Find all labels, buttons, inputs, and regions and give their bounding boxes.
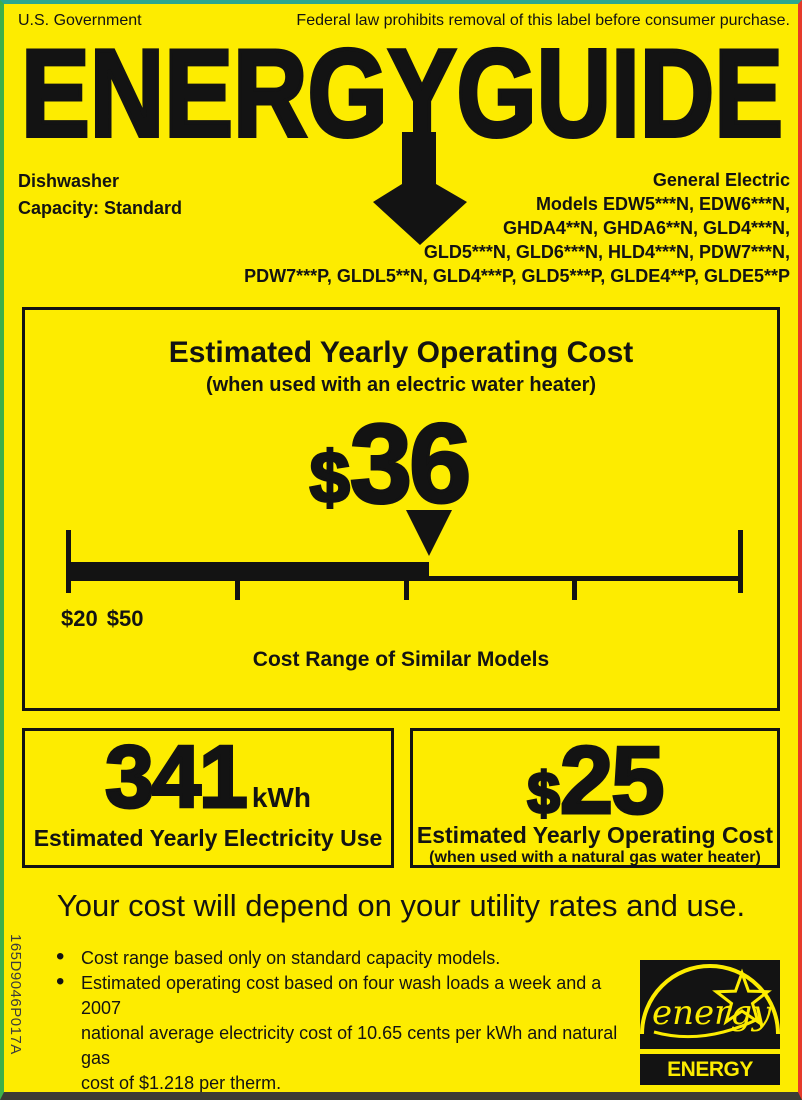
scale-tick [572,578,577,600]
disclosure-bullets: Cost range based only on standard capaci… [54,944,632,1100]
operating-cost-panel: Estimated Yearly Operating Cost (when us… [22,307,780,711]
cost-number: 36 [348,401,473,526]
bullet-item: For more information, visit www.ftc.gov/… [54,1096,632,1100]
kwh-unit: kWh [251,782,311,813]
model-line: GLD5***N, GLD6***N, HLD4***N, PDW7***N, [423,242,790,262]
electricity-label: Estimated Yearly Electricity Use [33,825,383,851]
model-line: GHDA4**N, GHDA6**N, GLD4***N, [502,218,790,238]
energy-script-text: energy [652,993,772,1033]
energy-star-wordmark: ENERGY STAR [640,1054,780,1092]
label-part-number: 165D9046P017A [7,934,24,1055]
electricity-value-line: 341 kWh [25,731,391,822]
cost-marker-icon [406,510,452,556]
model-line: PDW7***P, GLDL5**N, GLD4***P, GLD5***P, … [244,266,790,286]
scale-caption: Cost Range of Similar Models [252,648,550,671]
gas-value-line: $25 [413,731,777,830]
gas-sublabel: (when used with a natural gas water heat… [429,849,761,866]
currency-sign: $ [526,761,561,826]
scale-min-label: $20 [61,606,98,631]
federal-notice: Federal law prohibits removal of this la… [296,12,790,29]
scale-tick [235,578,240,600]
manufacturer-name: General Electric [652,170,790,190]
scale-tick-right-end [738,530,743,593]
bullet-item: Cost range based only on standard capaci… [54,944,632,971]
energyguide-logotype: ENERGYGUIDE [19,44,785,144]
logo-text: ENERGYGUIDE [21,44,783,144]
utility-rates-headline: Your cost will depend on your utility ra… [56,888,746,923]
electricity-use-panel: 341 kWh Estimated Yearly Electricity Use [22,728,394,868]
gas-cost-number: 25 [558,727,666,834]
scale-tick-left-end [66,530,71,593]
kwh-number: 341 [104,727,250,826]
energy-star-graphic: energy [640,964,780,1039]
bullet-item: Estimated operating cost based on four w… [54,969,632,1092]
government-label: U.S. Government [18,12,142,29]
gas-cost-panel: $25 Estimated Yearly Operating Cost (whe… [410,728,780,868]
gas-label: Estimated Yearly Operating Cost [416,822,774,848]
energy-star-logo: energy ENERGY STAR [640,960,780,1092]
model-line: Models EDW5***N, EDW6***N, [535,194,790,214]
scale-tick [404,578,409,600]
appliance-type: Dishwasher [18,171,120,191]
star-icon [712,968,772,1026]
currency-sign: $ [308,438,351,518]
yearly-cost-value: $36 [13,406,765,521]
manufacturer-models: General Electric Models EDW5***N, EDW6**… [244,168,790,288]
scale-labels: $20 $50 [61,606,152,632]
energy-star-emblem: energy [640,960,780,1049]
panel-subtitle: (when used with an electric water heater… [205,374,597,396]
appliance-info: Dishwasher Capacity: Standard [18,168,182,222]
scale-max-label: $50 [106,606,144,631]
appliance-capacity: Capacity: Standard [18,198,183,218]
panel-title: Estimated Yearly Operating Cost [168,336,634,369]
down-arrow-icon [373,132,467,245]
